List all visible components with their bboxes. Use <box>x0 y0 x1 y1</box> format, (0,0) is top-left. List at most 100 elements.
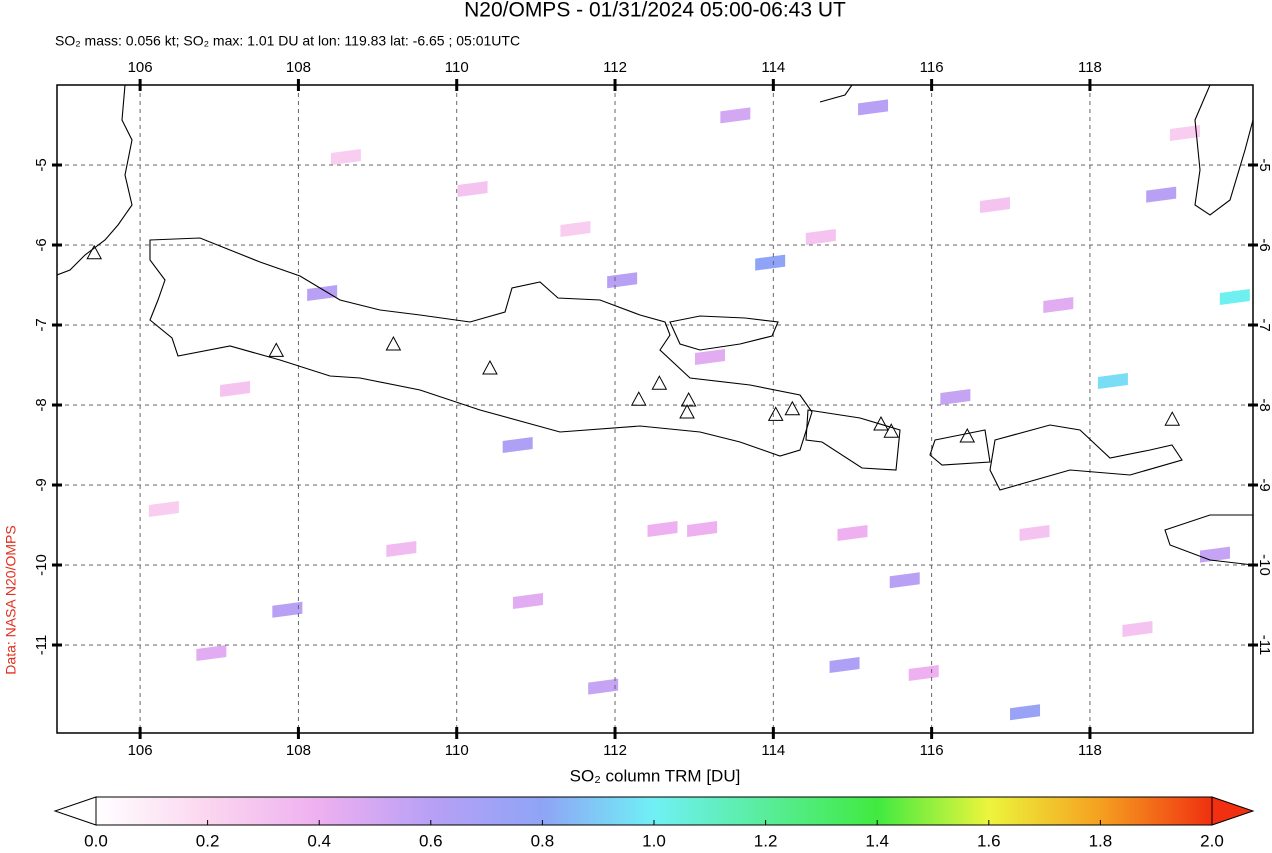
so2-pixel <box>837 525 868 541</box>
y-tick-label: -7 <box>1256 318 1272 331</box>
so2-pixel <box>148 501 179 517</box>
volcano <box>630 391 647 406</box>
so2-pixel <box>979 197 1010 213</box>
so2-pixel <box>1043 297 1074 313</box>
colorbar-tick-label: 1.0 <box>642 831 666 850</box>
so2-pixel <box>272 601 303 618</box>
colorbar-tick-label: 1.8 <box>1089 831 1113 850</box>
so2-pixel <box>588 678 619 695</box>
colorbar-tick-label: 2.0 <box>1200 831 1224 850</box>
volcano <box>482 359 498 375</box>
axes: 106 106 108 108 110 110 112 112 114 114 116 116 118 1… <box>33 59 1272 759</box>
volcano <box>651 375 668 390</box>
y-tick-label: -6 <box>33 238 50 251</box>
so2-pixel <box>1146 186 1177 203</box>
so2-pixel <box>512 593 543 609</box>
x-tick-label: 108 <box>286 742 311 759</box>
colorbar-tick-label: 0.2 <box>196 831 220 850</box>
y-tick-label: -6 <box>1256 238 1272 251</box>
x-tick-label: 118 <box>1078 59 1102 76</box>
colorbar-label: SO₂ column TRM [DU] <box>570 766 741 785</box>
x-tick-label: 118 <box>1078 742 1102 759</box>
subtitle: SO₂ mass: 0.056 kt; SO₂ max: 1.01 DU at … <box>55 33 520 49</box>
coastline <box>989 424 1183 491</box>
so2-pixel <box>1169 125 1200 141</box>
credit: Data: NASA N20/OMPS <box>3 525 19 674</box>
so2-pixel <box>829 657 860 673</box>
y-tick-label: -7 <box>33 318 50 331</box>
y-tick-label: -8 <box>33 398 50 411</box>
volcano <box>680 391 697 407</box>
so2-pixel <box>1219 289 1250 305</box>
y-tick-label: -9 <box>33 478 50 491</box>
colorbar-tick-label: 0.0 <box>84 831 108 850</box>
coastlines <box>57 85 1253 566</box>
y-tick-label: -10 <box>1256 554 1272 576</box>
so2-pixel <box>647 521 678 537</box>
coastline <box>819 85 853 103</box>
coastline <box>1194 85 1253 216</box>
x-tick-label: 106 <box>128 59 153 76</box>
volcano <box>679 403 695 419</box>
so2-pixel <box>307 285 338 301</box>
colorbar-tick-label: 0.6 <box>419 831 443 850</box>
volcano <box>1164 411 1181 426</box>
so2-pixel <box>1019 525 1050 541</box>
colorbar-tick-label: 1.4 <box>865 831 889 850</box>
y-tick-label: -5 <box>1256 158 1272 171</box>
so2-pixel <box>386 541 417 557</box>
so2-pixel <box>220 381 251 397</box>
so2-pixel <box>858 99 889 116</box>
so2-pixel <box>940 389 971 405</box>
volcano-layer <box>86 244 1181 443</box>
volcano <box>767 406 784 421</box>
coastline <box>57 85 133 276</box>
so2-pixel <box>560 221 591 237</box>
volcano <box>385 335 402 351</box>
coastline <box>149 237 813 457</box>
x-tick-label: 116 <box>920 59 944 76</box>
x-tick-label: 114 <box>761 59 785 76</box>
colorbar-over <box>1211 796 1255 826</box>
so2-pixel <box>720 107 751 124</box>
volcano <box>883 423 900 438</box>
volcano <box>784 400 801 416</box>
so2-pixel <box>457 181 488 197</box>
pixel-layer <box>148 99 1250 721</box>
x-tick-label: 116 <box>920 742 944 759</box>
title: N20/OMPS - 01/31/2024 05:00-06:43 UT <box>464 0 846 22</box>
so2-pixel <box>889 572 920 589</box>
so2-pixel <box>330 149 361 165</box>
colorbar-tick-label: 1.6 <box>977 831 1001 850</box>
x-tick-label: 110 <box>445 59 469 76</box>
volcano <box>86 244 103 260</box>
colorbar-tick-label: 0.4 <box>307 831 331 850</box>
so2-pixel <box>1010 704 1041 721</box>
x-tick-label: 114 <box>761 742 785 759</box>
map-area <box>57 85 1253 733</box>
so2-pixel <box>502 437 533 453</box>
so2-pixel <box>687 521 718 537</box>
x-tick-label: 108 <box>286 59 311 76</box>
colorbar-ticks: 0.0 0.2 0.4 0.6 0.8 1.0 1.2 1.4 1.6 1.8 2.0 <box>84 820 1224 850</box>
coastline <box>669 315 779 351</box>
colorbar-tick-label: 0.8 <box>531 831 555 850</box>
y-tick-label: -10 <box>33 554 50 576</box>
volcano <box>873 415 889 431</box>
coastline <box>805 409 901 471</box>
so2-pixel <box>1097 373 1128 389</box>
x-tick-label: 112 <box>603 742 627 759</box>
map-frame <box>56 84 1254 734</box>
y-tick-label: -11 <box>33 635 50 656</box>
coastline <box>1164 514 1253 566</box>
y-tick-label: -5 <box>33 158 50 171</box>
so2-pixel <box>607 272 638 289</box>
so2-pixel <box>695 349 726 365</box>
coastline <box>929 429 991 466</box>
y-tick-label: -8 <box>1256 398 1272 411</box>
so2-pixel <box>196 645 227 661</box>
so2-pixel <box>805 229 836 245</box>
y-tick-label: -9 <box>1256 478 1272 491</box>
colorbar-tick-label: 1.2 <box>754 831 778 850</box>
